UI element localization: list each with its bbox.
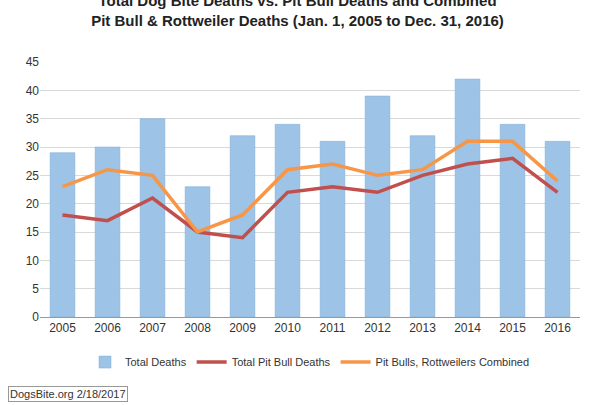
svg-text:Pit Bulls, Rottweilers Combine: Pit Bulls, Rottweilers Combined xyxy=(376,356,529,368)
svg-text:2014: 2014 xyxy=(454,321,481,335)
svg-text:40: 40 xyxy=(26,84,40,98)
svg-text:15: 15 xyxy=(26,225,40,239)
svg-text:2016: 2016 xyxy=(544,321,571,335)
svg-text:2015: 2015 xyxy=(499,321,526,335)
svg-text:30: 30 xyxy=(26,140,40,154)
svg-text:10: 10 xyxy=(26,254,40,268)
svg-text:45: 45 xyxy=(26,55,40,69)
svg-text:2009: 2009 xyxy=(229,321,256,335)
svg-text:2010: 2010 xyxy=(274,321,301,335)
svg-text:Total Pit Bull Deaths: Total Pit Bull Deaths xyxy=(232,356,331,368)
svg-text:5: 5 xyxy=(32,282,39,296)
svg-text:2007: 2007 xyxy=(139,321,166,335)
svg-text:2008: 2008 xyxy=(184,321,211,335)
svg-text:0: 0 xyxy=(32,310,39,324)
svg-text:35: 35 xyxy=(26,112,40,126)
svg-text:2011: 2011 xyxy=(320,321,346,335)
svg-text:2006: 2006 xyxy=(94,321,121,335)
svg-text:2013: 2013 xyxy=(409,321,436,335)
svg-text:25: 25 xyxy=(26,169,40,183)
svg-text:20: 20 xyxy=(26,197,40,211)
svg-text:2005: 2005 xyxy=(49,321,76,335)
svg-text:Total Deaths: Total Deaths xyxy=(125,356,187,368)
svg-text:Total Dog Bite Deaths vs. Pit: Total Dog Bite Deaths vs. Pit Bull Death… xyxy=(91,0,504,29)
svg-text:2012: 2012 xyxy=(364,321,391,335)
svg-text:DogsBite.org 2/18/2017: DogsBite.org 2/18/2017 xyxy=(10,388,126,400)
